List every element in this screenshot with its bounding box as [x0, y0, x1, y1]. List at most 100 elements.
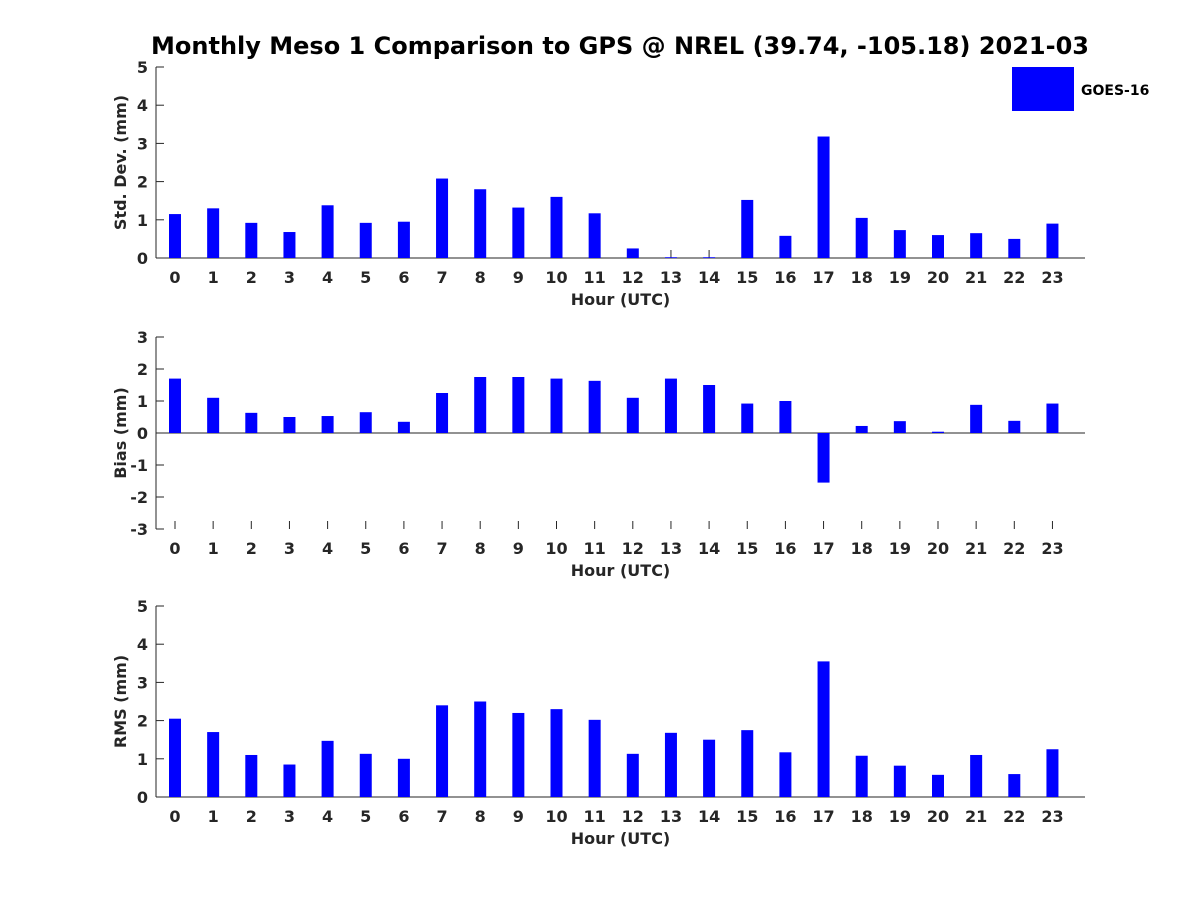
bar-hour-16 — [779, 235, 792, 258]
bar-hour-21 — [970, 754, 983, 797]
x-tick-label: 11 — [584, 268, 606, 287]
y-tick-label: 4 — [137, 635, 148, 654]
bar-hour-1 — [207, 397, 220, 433]
x-tick-label: 14 — [698, 268, 720, 287]
bar-hour-8 — [474, 701, 487, 797]
bar-hour-10 — [550, 196, 563, 258]
bar-hour-16 — [779, 401, 792, 433]
x-tick-label: 5 — [360, 539, 371, 558]
bar-hour-6 — [397, 421, 410, 433]
bar-hour-7 — [436, 393, 449, 433]
x-tick-label: 15 — [736, 807, 758, 826]
bar-hour-5 — [359, 222, 372, 258]
x-tick-label: 19 — [889, 539, 911, 558]
bar-hour-16 — [779, 752, 792, 797]
x-tick-label: 2 — [246, 539, 257, 558]
bar-hour-18 — [855, 755, 868, 797]
bar-hour-9 — [512, 377, 525, 433]
x-tick-label: 0 — [169, 807, 180, 826]
y-tick-label: 2 — [137, 360, 148, 379]
x-tick-label: 8 — [475, 268, 486, 287]
x-tick-label: 1 — [208, 807, 219, 826]
bar-hour-12 — [626, 248, 639, 258]
x-tick-label: 6 — [398, 807, 409, 826]
x-tick-label: 23 — [1041, 539, 1063, 558]
legend: GOES-16 — [1012, 67, 1149, 111]
x-tick-label: 13 — [660, 807, 682, 826]
y-axis-label: Std. Dev. (mm) — [111, 95, 130, 230]
bar-hour-7 — [436, 705, 449, 797]
x-tick-label: 11 — [584, 807, 606, 826]
x-tick-label: 6 — [398, 268, 409, 287]
bar-hour-22 — [1008, 774, 1021, 797]
bar-hour-3 — [283, 764, 296, 797]
x-tick-label: 7 — [436, 807, 447, 826]
bar-hour-21 — [970, 233, 983, 258]
bar-hour-15 — [741, 730, 754, 797]
x-tick-label: 8 — [475, 539, 486, 558]
x-tick-label: 3 — [284, 807, 295, 826]
y-tick-label: 2 — [137, 173, 148, 192]
bar-hour-7 — [436, 178, 449, 258]
bar-hour-18 — [855, 425, 868, 433]
x-tick-label: 23 — [1041, 268, 1063, 287]
y-tick-label: 5 — [137, 597, 148, 616]
x-tick-label: 7 — [436, 539, 447, 558]
y-tick-label: 0 — [137, 424, 148, 443]
x-tick-label: 4 — [322, 807, 333, 826]
bar-hour-19 — [893, 421, 906, 433]
bar-hour-23 — [1046, 403, 1059, 433]
bar-hour-10 — [550, 378, 563, 433]
y-axis-label: Bias (mm) — [111, 387, 130, 479]
x-axis-label: Hour (UTC) — [571, 290, 671, 309]
y-tick-label: -2 — [130, 488, 148, 507]
x-axis-label: Hour (UTC) — [571, 829, 671, 848]
bar-hour-11 — [588, 213, 601, 258]
y-tick-label: 2 — [137, 712, 148, 731]
bar-hour-11 — [588, 380, 601, 433]
bar-hour-9 — [512, 712, 525, 797]
x-tick-label: 14 — [698, 539, 720, 558]
x-tick-label: 20 — [927, 268, 949, 287]
x-tick-label: 3 — [284, 268, 295, 287]
bar-hour-6 — [397, 758, 410, 797]
x-tick-label: 11 — [584, 539, 606, 558]
x-tick-label: 22 — [1003, 539, 1025, 558]
x-tick-label: 6 — [398, 539, 409, 558]
x-tick-label: 15 — [736, 539, 758, 558]
bar-hour-23 — [1046, 749, 1059, 797]
bar-hour-13 — [664, 257, 677, 259]
x-tick-label: 16 — [774, 807, 796, 826]
bar-hour-19 — [893, 230, 906, 258]
bar-hour-9 — [512, 207, 525, 258]
bar-hour-22 — [1008, 420, 1021, 433]
bar-hour-12 — [626, 397, 639, 433]
bar-hour-17 — [817, 661, 830, 797]
x-tick-label: 2 — [246, 268, 257, 287]
x-tick-label: 16 — [774, 539, 796, 558]
y-tick-label: 3 — [137, 134, 148, 153]
bar-hour-14 — [703, 739, 716, 797]
bar-hour-2 — [245, 222, 258, 258]
bar-hour-19 — [893, 765, 906, 797]
bar-hour-4 — [321, 416, 334, 433]
bar-hour-17 — [817, 433, 830, 483]
y-axis-label: RMS (mm) — [111, 655, 130, 748]
x-tick-label: 1 — [208, 268, 219, 287]
x-tick-label: 17 — [812, 268, 834, 287]
bar-hour-8 — [474, 189, 487, 258]
x-tick-label: 22 — [1003, 268, 1025, 287]
x-tick-label: 1 — [208, 539, 219, 558]
x-tick-label: 18 — [851, 807, 873, 826]
bar-hour-5 — [359, 753, 372, 797]
x-tick-label: 17 — [812, 807, 834, 826]
x-tick-label: 10 — [545, 268, 567, 287]
y-tick-label: 1 — [137, 750, 148, 769]
y-tick-label: 3 — [137, 673, 148, 692]
x-tick-label: 3 — [284, 539, 295, 558]
x-tick-label: 12 — [622, 268, 644, 287]
x-tick-label: 21 — [965, 539, 987, 558]
bar-hour-1 — [207, 732, 220, 797]
